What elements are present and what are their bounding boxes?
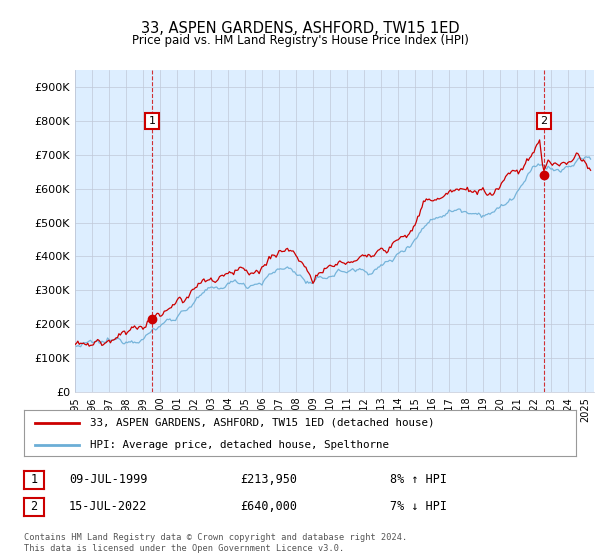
- Text: 8% ↑ HPI: 8% ↑ HPI: [390, 473, 447, 487]
- Text: 2: 2: [31, 500, 37, 514]
- Text: 2: 2: [540, 116, 547, 126]
- Text: Contains HM Land Registry data © Crown copyright and database right 2024.
This d: Contains HM Land Registry data © Crown c…: [24, 533, 407, 553]
- Text: £213,950: £213,950: [240, 473, 297, 487]
- Text: 1: 1: [148, 116, 155, 126]
- Text: 33, ASPEN GARDENS, ASHFORD, TW15 1ED (detached house): 33, ASPEN GARDENS, ASHFORD, TW15 1ED (de…: [90, 418, 435, 428]
- Text: HPI: Average price, detached house, Spelthorne: HPI: Average price, detached house, Spel…: [90, 440, 389, 450]
- Text: 7% ↓ HPI: 7% ↓ HPI: [390, 500, 447, 514]
- Text: 33, ASPEN GARDENS, ASHFORD, TW15 1ED: 33, ASPEN GARDENS, ASHFORD, TW15 1ED: [140, 21, 460, 36]
- Text: 1: 1: [31, 473, 37, 487]
- Text: £640,000: £640,000: [240, 500, 297, 514]
- Text: Price paid vs. HM Land Registry's House Price Index (HPI): Price paid vs. HM Land Registry's House …: [131, 34, 469, 46]
- Text: 09-JUL-1999: 09-JUL-1999: [69, 473, 148, 487]
- Text: 15-JUL-2022: 15-JUL-2022: [69, 500, 148, 514]
